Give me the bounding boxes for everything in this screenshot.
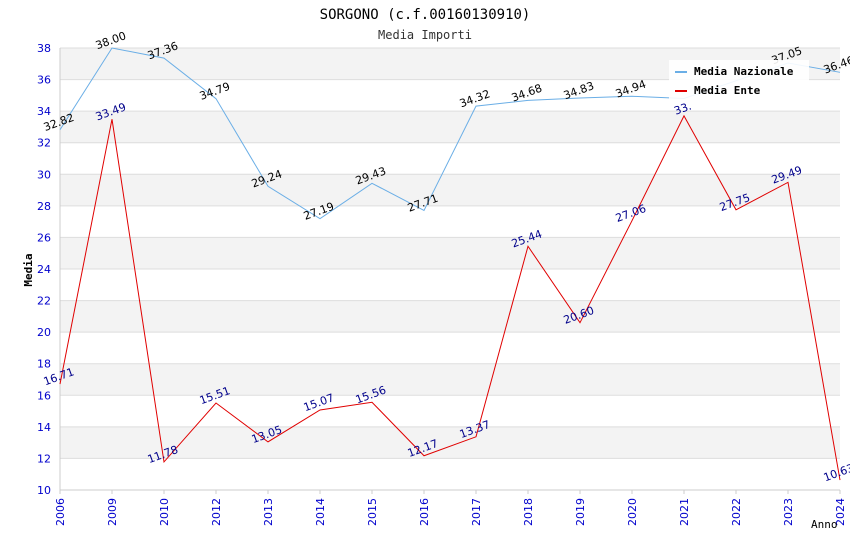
y-tick-label: 22: [37, 295, 51, 308]
grid-band: [60, 111, 840, 143]
x-tick-label: 2024: [834, 498, 847, 526]
legend-label-ente: Media Ente: [694, 84, 761, 97]
x-tick-label: 2016: [418, 498, 431, 526]
y-tick-label: 24: [37, 263, 51, 276]
x-axis-title: Anno: [811, 518, 838, 531]
x-tick-label: 2017: [470, 498, 483, 526]
grid-band: [60, 363, 840, 396]
x-tick-label: 2023: [782, 498, 795, 526]
legend-label-nazionale: Media Nazionale: [694, 65, 794, 78]
x-tick-label: 2010: [158, 498, 171, 526]
y-tick-label: 14: [37, 421, 51, 434]
x-tick-label: 2009: [106, 498, 119, 526]
data-label-0: 34.79: [198, 80, 232, 103]
grid-band: [60, 174, 840, 206]
y-tick-labels: 10 12 14 16 18 20 22 24 26 28 30 32 34 36 38: [37, 42, 51, 497]
y-tick-label: 36: [37, 74, 51, 87]
y-tick-label: 26: [37, 231, 51, 244]
x-tick-label: 2019: [574, 498, 587, 526]
data-label-0: 34.32: [458, 87, 492, 110]
y-tick-label: 18: [37, 358, 51, 371]
x-tick-label: 2013: [262, 498, 275, 526]
data-label-1: 33.: [672, 99, 693, 117]
data-label-0: 34.68: [510, 82, 544, 105]
y-tick-label: 38: [37, 42, 51, 55]
x-tick-label: 2006: [54, 498, 67, 526]
x-tick-label: 2012: [210, 498, 223, 526]
y-tick-label: 12: [37, 452, 51, 465]
y-tick-label: 20: [37, 326, 51, 339]
x-tick-label: 2021: [678, 498, 691, 526]
grid-band: [60, 237, 840, 269]
series-line-1: [59, 114, 841, 481]
x-tick-label: 2020: [626, 498, 639, 526]
y-tick-label: 28: [37, 200, 51, 213]
grid-band: [60, 300, 840, 333]
chart-subtitle: Media Importi: [378, 28, 472, 42]
legend-box: [669, 60, 809, 100]
x-tick-label: 2014: [314, 498, 327, 526]
legend: Media Nazionale Media Ente: [669, 60, 809, 100]
x-tick-labels: 2006 2009 2010 2012 2013 2014 2015 2016 2017 2018…: [54, 490, 847, 526]
data-label-0: 34.83: [562, 79, 596, 102]
x-tick-label: 2015: [366, 498, 379, 526]
y-tick-label: 32: [37, 137, 51, 150]
x-tick-label: 2018: [522, 498, 535, 526]
series-lines: [59, 47, 841, 481]
y-tick-label: 30: [37, 168, 51, 181]
data-label-1: 10.63: [822, 461, 850, 484]
y-tick-label: 10: [37, 484, 51, 497]
x-tick-label: 2022: [730, 498, 743, 526]
y-tick-label: 34: [37, 105, 51, 118]
y-axis-title: Media: [22, 253, 35, 286]
chart-title: SORGONO (c.f.00160130910): [320, 7, 531, 23]
series-line-0: [59, 47, 841, 220]
y-tick-label: 16: [37, 389, 51, 402]
grid-bands: [60, 48, 840, 459]
